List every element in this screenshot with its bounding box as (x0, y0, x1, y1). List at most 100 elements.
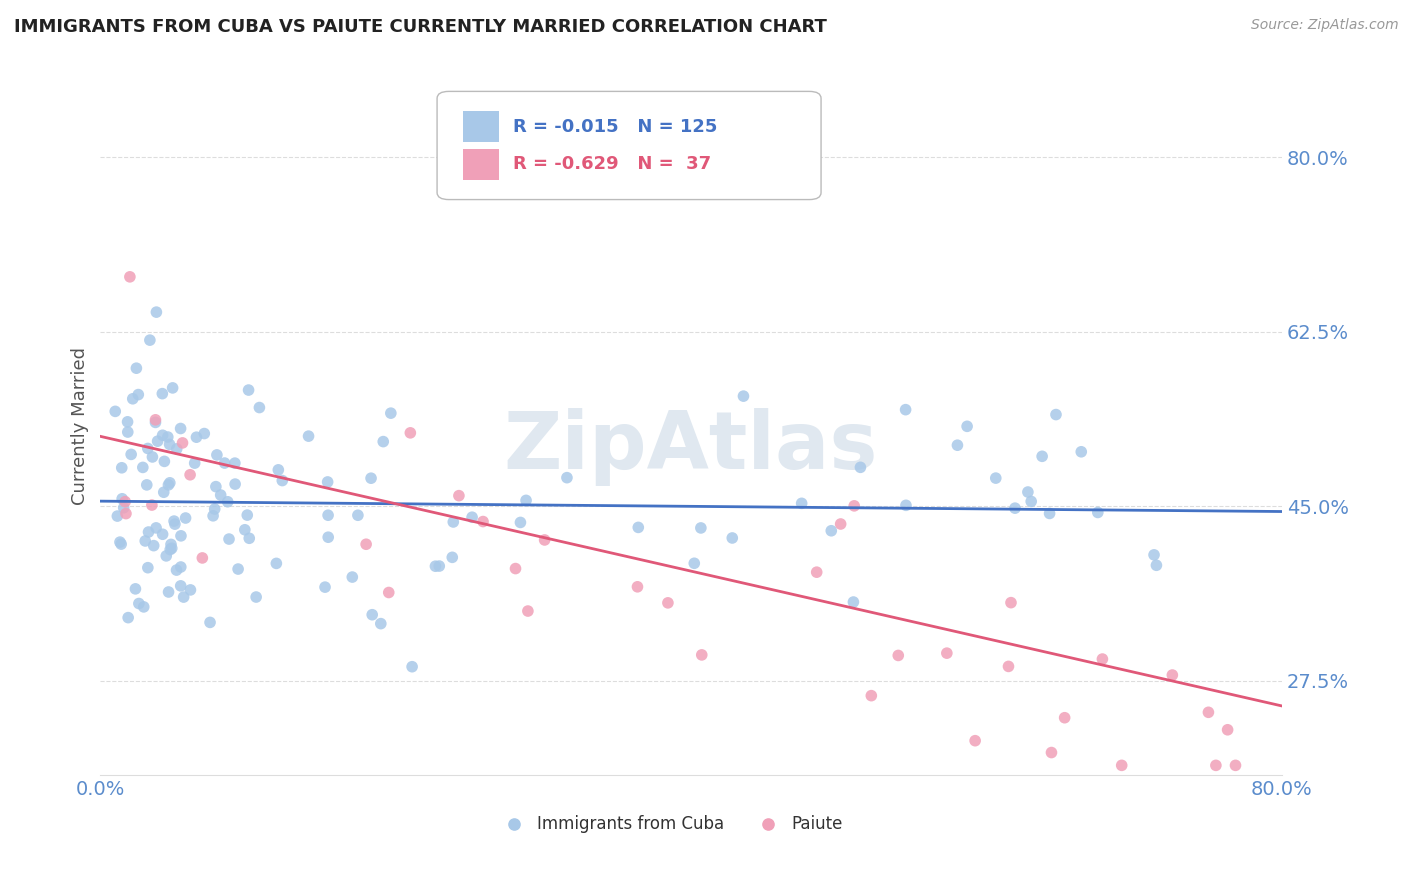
Point (142, 539, 165, 553)
Point (186, 430, 208, 444)
Point (153, 454, 176, 468)
Point (136, 560, 159, 574)
Point (174, 511, 197, 525)
Point (204, 502, 226, 516)
Point (159, 475, 181, 490)
Point (401, 659, 423, 673)
Point (1225, 758, 1247, 772)
Point (1205, 758, 1227, 772)
Point (233, 523, 256, 537)
Point (1004, 501, 1026, 516)
Y-axis label: Currently Married: Currently Married (72, 347, 89, 506)
Point (314, 580, 336, 594)
Point (887, 648, 910, 663)
Point (236, 508, 259, 522)
Point (830, 516, 852, 531)
Point (117, 425, 139, 439)
Point (441, 515, 464, 529)
Point (145, 521, 167, 535)
Point (120, 447, 142, 461)
Point (1040, 746, 1063, 760)
Point (152, 527, 174, 541)
Point (152, 485, 174, 500)
Point (1019, 494, 1042, 508)
Point (125, 361, 148, 376)
Point (117, 610, 139, 624)
Point (316, 508, 339, 523)
Point (170, 560, 193, 574)
Point (157, 585, 180, 599)
Point (347, 508, 370, 523)
Point (984, 471, 1007, 485)
FancyBboxPatch shape (463, 149, 499, 180)
Point (689, 521, 711, 535)
Point (183, 456, 205, 470)
FancyBboxPatch shape (463, 111, 499, 143)
Point (160, 541, 183, 556)
Point (509, 516, 531, 530)
Point (191, 550, 214, 565)
Point (145, 416, 167, 430)
Point (472, 515, 495, 529)
Point (461, 510, 484, 524)
Text: IMMIGRANTS FROM CUBA VS PAIUTE CURRENTLY MARRIED CORRELATION CHART: IMMIGRANTS FROM CUBA VS PAIUTE CURRENTLY… (14, 18, 827, 36)
Point (159, 437, 181, 451)
Point (104, 404, 127, 418)
Point (226, 562, 249, 576)
Point (169, 421, 191, 435)
Point (721, 531, 744, 545)
Point (118, 269, 141, 284)
Point (849, 460, 872, 475)
Text: ZipAtlas: ZipAtlas (503, 409, 879, 486)
Point (935, 646, 957, 660)
Point (690, 648, 713, 662)
Point (657, 596, 679, 610)
Point (156, 430, 179, 444)
Point (297, 429, 319, 443)
Point (152, 428, 174, 442)
Point (425, 559, 447, 574)
Point (108, 535, 131, 549)
Point (138, 524, 160, 539)
Point (505, 561, 527, 575)
Text: R = -0.629   N =  37: R = -0.629 N = 37 (513, 155, 711, 173)
Point (172, 436, 194, 450)
Point (170, 579, 193, 593)
Point (245, 590, 267, 604)
Point (132, 460, 155, 475)
Point (1161, 668, 1184, 682)
Point (1038, 507, 1060, 521)
Point (166, 563, 188, 577)
Point (179, 467, 201, 482)
Point (1197, 706, 1219, 720)
Point (1017, 485, 1039, 500)
Point (266, 557, 288, 571)
Point (441, 550, 464, 565)
Point (202, 508, 225, 523)
Point (121, 392, 143, 406)
Point (179, 582, 201, 597)
Point (198, 615, 221, 630)
Point (373, 434, 395, 449)
Point (1045, 408, 1067, 422)
Point (1091, 652, 1114, 666)
Point (894, 498, 917, 512)
Text: Source: ZipAtlas.com: Source: ZipAtlas.com (1251, 18, 1399, 32)
Point (342, 570, 364, 584)
Point (111, 491, 134, 506)
Point (965, 733, 987, 747)
Point (956, 419, 979, 434)
Point (399, 425, 422, 440)
Point (224, 456, 246, 470)
Point (626, 580, 648, 594)
Point (790, 496, 813, 510)
Point (193, 426, 215, 441)
Point (114, 494, 136, 508)
FancyBboxPatch shape (437, 91, 821, 200)
Point (683, 556, 706, 570)
Point (124, 582, 146, 596)
Point (380, 406, 402, 420)
Point (316, 530, 339, 544)
Point (136, 442, 159, 456)
Point (163, 514, 186, 528)
